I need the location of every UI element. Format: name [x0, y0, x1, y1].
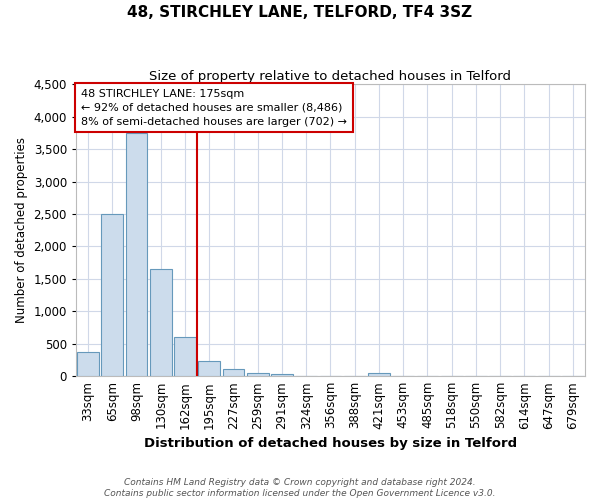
Bar	[77, 352, 99, 376]
Text: Contains HM Land Registry data © Crown copyright and database right 2024.
Contai: Contains HM Land Registry data © Crown c…	[104, 478, 496, 498]
Y-axis label: Number of detached properties: Number of detached properties	[15, 137, 28, 323]
Bar	[199, 360, 220, 376]
Bar	[101, 214, 123, 376]
Bar	[125, 133, 148, 376]
X-axis label: Distribution of detached houses by size in Telford: Distribution of detached houses by size …	[144, 437, 517, 450]
Bar	[223, 369, 244, 376]
Bar	[368, 373, 390, 376]
Bar	[271, 374, 293, 376]
Text: 48 STIRCHLEY LANE: 175sqm
← 92% of detached houses are smaller (8,486)
8% of sem: 48 STIRCHLEY LANE: 175sqm ← 92% of detac…	[81, 88, 347, 126]
Bar	[247, 372, 269, 376]
Bar	[174, 337, 196, 376]
Bar	[150, 269, 172, 376]
Title: Size of property relative to detached houses in Telford: Size of property relative to detached ho…	[149, 70, 511, 83]
Text: 48, STIRCHLEY LANE, TELFORD, TF4 3SZ: 48, STIRCHLEY LANE, TELFORD, TF4 3SZ	[127, 5, 473, 20]
